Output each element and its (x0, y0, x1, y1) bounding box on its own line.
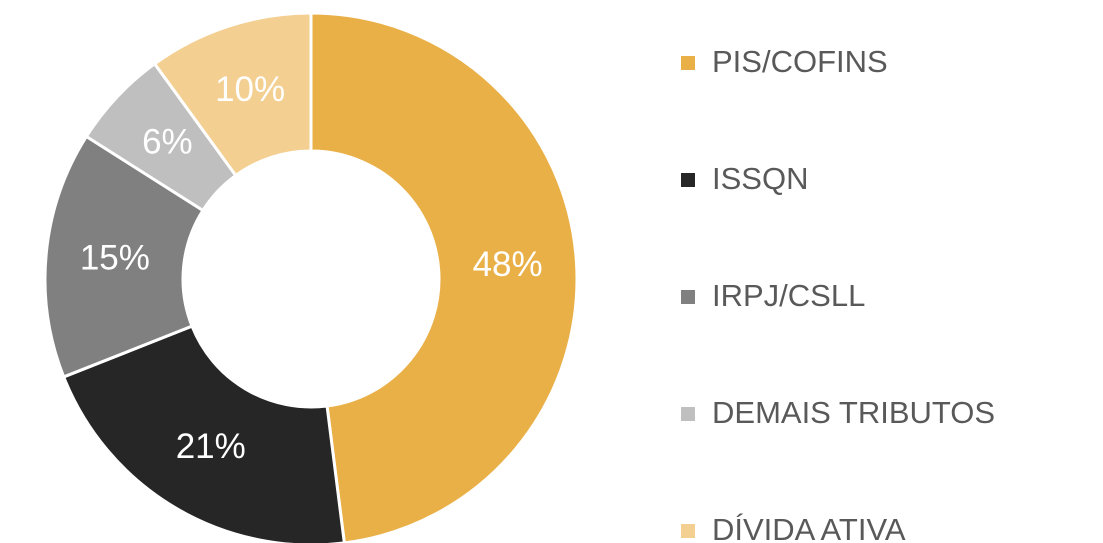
legend-label: IRPJ/CSLL (712, 278, 865, 313)
data-label: 6% (142, 122, 193, 161)
legend-swatch (681, 56, 695, 70)
legend-label: DÍVIDA ATIVA (712, 512, 906, 543)
wedge (309, 11, 579, 543)
legend-label: DEMAIS TRIBUTOS (712, 395, 995, 430)
legend-label: ISSQN (712, 161, 808, 196)
data-label: 15% (80, 239, 150, 278)
legend-swatch (681, 173, 695, 187)
wedge (43, 134, 205, 379)
data-label: 48% (473, 245, 543, 284)
legend-swatch (681, 407, 695, 421)
data-label: 21% (176, 427, 246, 466)
legend-swatch (681, 524, 695, 538)
wedge (61, 324, 346, 543)
legend-label: PIS/COFINS (712, 44, 888, 79)
data-label: 10% (215, 70, 285, 109)
wedge (152, 11, 313, 178)
legend-swatch (681, 290, 695, 304)
